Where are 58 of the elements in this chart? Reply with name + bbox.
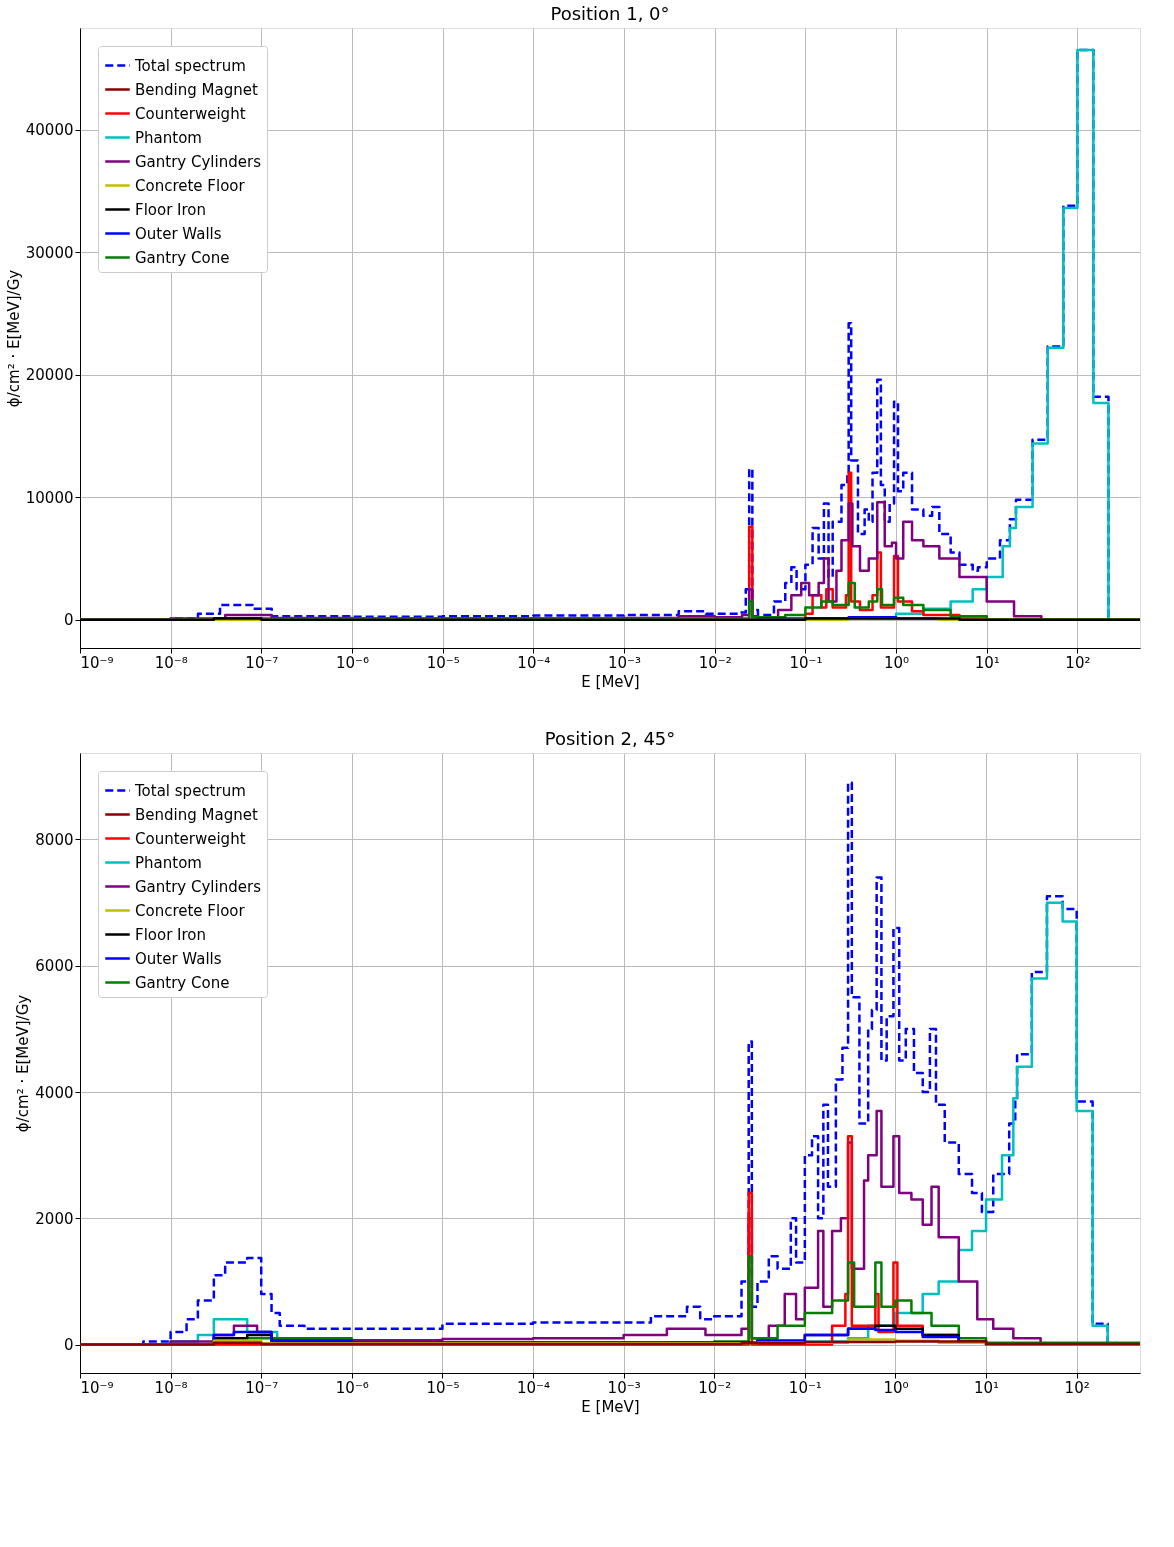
x-tick-label: 10⁻⁵ bbox=[426, 1378, 460, 1397]
x-tick-label: 10⁰ bbox=[883, 1378, 909, 1397]
y-tick-label: 4000 bbox=[35, 1083, 74, 1102]
x-tick-label: 10⁻¹ bbox=[788, 1378, 822, 1397]
legend-label: Concrete Floor bbox=[135, 176, 246, 195]
x-tick-label: 10⁻² bbox=[698, 653, 732, 672]
legend-label: Counterweight bbox=[135, 829, 246, 848]
legend-label: Total spectrum bbox=[134, 781, 246, 800]
x-tick-label: 10⁻⁷ bbox=[245, 653, 279, 672]
y-tick-label: 8000 bbox=[35, 831, 74, 849]
y-axis-title: ϕ/cm² · E[MeV]/Gy bbox=[4, 269, 23, 408]
legend-label: Outer Walls bbox=[135, 949, 222, 968]
legend-label: Concrete Floor bbox=[135, 901, 246, 920]
x-tick-label: 10⁻⁹ bbox=[80, 1378, 114, 1397]
x-axis-title: E [MeV] bbox=[581, 672, 640, 691]
x-tick-label: 10⁻¹ bbox=[789, 653, 823, 672]
y-tick-label: 6000 bbox=[35, 957, 74, 976]
legend-label: Gantry Cylinders bbox=[135, 152, 262, 171]
y-tick-label: 0 bbox=[63, 611, 74, 630]
legend-label: Phantom bbox=[135, 853, 202, 872]
legend-label: Gantry Cylinders bbox=[135, 877, 262, 896]
x-tick-label: 10⁻⁸ bbox=[154, 653, 188, 672]
x-tick-label: 10² bbox=[1065, 653, 1091, 672]
x-axis-title: E [MeV] bbox=[581, 1397, 640, 1416]
legend-label: Gantry Cone bbox=[135, 248, 230, 267]
y-tick-label: 10000 bbox=[25, 488, 74, 507]
legend-label: Bending Magnet bbox=[135, 80, 258, 99]
legend-label: Outer Walls bbox=[135, 224, 222, 243]
legend-label: Bending Magnet bbox=[135, 805, 258, 824]
x-tick-label: 10⁻³ bbox=[608, 653, 642, 672]
legend-label: Floor Iron bbox=[135, 200, 207, 219]
y-axis-title: ϕ/cm² · E[MeV]/Gy bbox=[14, 994, 33, 1133]
chart-title: Position 1, 0° bbox=[550, 3, 670, 24]
y-tick-label: 30000 bbox=[25, 243, 74, 262]
x-tick-label: 10⁻⁷ bbox=[245, 1378, 279, 1397]
x-tick-label: 10⁻⁹ bbox=[80, 653, 114, 672]
x-tick-label: 10⁻⁴ bbox=[517, 653, 551, 672]
legend-label: Gantry Cone bbox=[135, 973, 230, 992]
legend-label: Phantom bbox=[135, 128, 202, 147]
x-tick-label: 10² bbox=[1064, 1378, 1090, 1397]
x-tick-label: 10⁻⁵ bbox=[426, 653, 460, 672]
legend-label: Total spectrum bbox=[134, 56, 246, 75]
x-tick-label: 10¹ bbox=[974, 653, 1000, 672]
x-tick-label: 10⁰ bbox=[884, 653, 910, 672]
x-tick-label: 10⁻⁶ bbox=[335, 1378, 369, 1397]
legend-label: Counterweight bbox=[135, 104, 246, 123]
x-tick-label: 10¹ bbox=[974, 1378, 1000, 1397]
legend-label: Floor Iron bbox=[135, 925, 207, 944]
x-tick-label: 10⁻⁶ bbox=[336, 653, 370, 672]
x-tick-label: 10⁻³ bbox=[607, 1378, 641, 1397]
chart-title: Position 2, 45° bbox=[544, 728, 676, 749]
y-tick-label: 20000 bbox=[25, 366, 74, 385]
x-tick-label: 10⁻⁴ bbox=[517, 1378, 551, 1397]
y-tick-label: 0 bbox=[63, 1336, 74, 1355]
y-tick-label: 2000 bbox=[35, 1209, 74, 1228]
x-tick-label: 10⁻² bbox=[698, 1378, 732, 1397]
x-tick-label: 10⁻⁸ bbox=[154, 1378, 188, 1397]
y-tick-label: 40000 bbox=[25, 121, 74, 140]
